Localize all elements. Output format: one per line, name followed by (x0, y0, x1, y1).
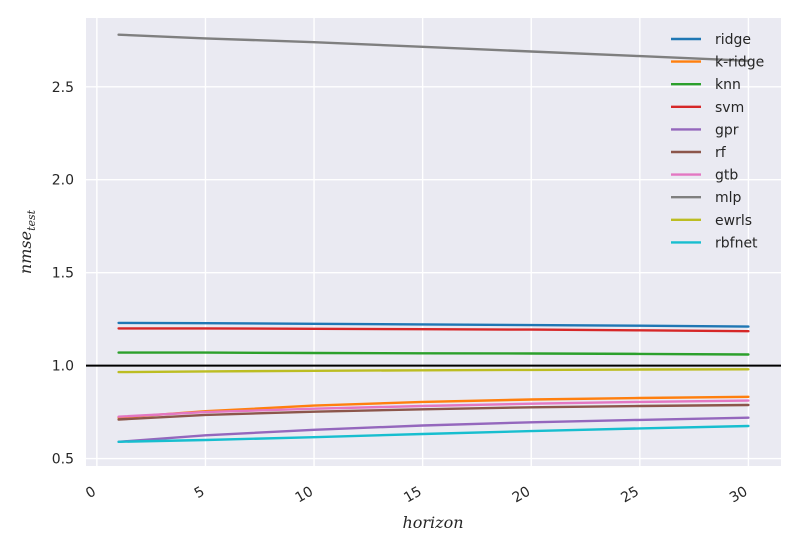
series-layer (117, 33, 750, 443)
legend-label-rf: rf (715, 145, 727, 161)
x-tick-label: 10 (293, 484, 316, 507)
x-tick-label: 15 (401, 484, 424, 507)
y-tick-labels: 0.5 1.0 1.5 2.0 2.5 (52, 80, 74, 468)
series-line-rbfnet (117, 424, 750, 443)
series-line-knn (117, 351, 750, 356)
y-axis-label: nmsetest (16, 209, 38, 274)
y-tick-label: 1.5 (52, 266, 74, 282)
y-tick-label: 0.5 (52, 452, 74, 468)
x-axis-label: horizon (402, 513, 463, 532)
series-line-gpr (117, 416, 750, 443)
legend-label-gpr: gpr (715, 122, 739, 138)
series-line-rf (117, 403, 750, 421)
x-tick-label: 30 (727, 484, 750, 507)
x-tick-label: 5 (192, 484, 208, 502)
legend: ridge k-ridge knn svm gpr rf gtb mlp ewrls rbfnet (671, 32, 764, 251)
series-line-ridge (117, 321, 750, 328)
legend-label-rbfnet: rbfnet (715, 235, 758, 251)
y-axis-label-subscript: test (25, 209, 38, 231)
legend-label-gtb: gtb (715, 168, 738, 184)
x-tick-label: 0 (83, 484, 99, 502)
legend-label-ewrls: ewrls (715, 213, 752, 229)
x-tick-label: 20 (510, 484, 533, 507)
y-tick-label: 1.0 (52, 359, 74, 375)
x-tick-label: 25 (618, 484, 641, 507)
y-axis-label-main: nmse (16, 231, 35, 274)
plot-background (86, 18, 781, 466)
series-line-gtb (117, 399, 750, 418)
y-tick-label: 2.5 (52, 80, 74, 96)
series-line-ewrls (117, 368, 750, 374)
series-line-svm (117, 327, 750, 333)
y-tick-label: 2.0 (52, 173, 74, 189)
x-tick-labels: 0 5 10 15 20 25 30 (83, 484, 750, 507)
series-line-mlp (117, 33, 750, 62)
legend-label-k-ridge: k-ridge (715, 55, 764, 71)
legend-label-knn: knn (715, 77, 741, 93)
legend-label-ridge: ridge (715, 32, 751, 48)
legend-label-svm: svm (715, 100, 744, 116)
legend-label-mlp: mlp (715, 190, 742, 206)
